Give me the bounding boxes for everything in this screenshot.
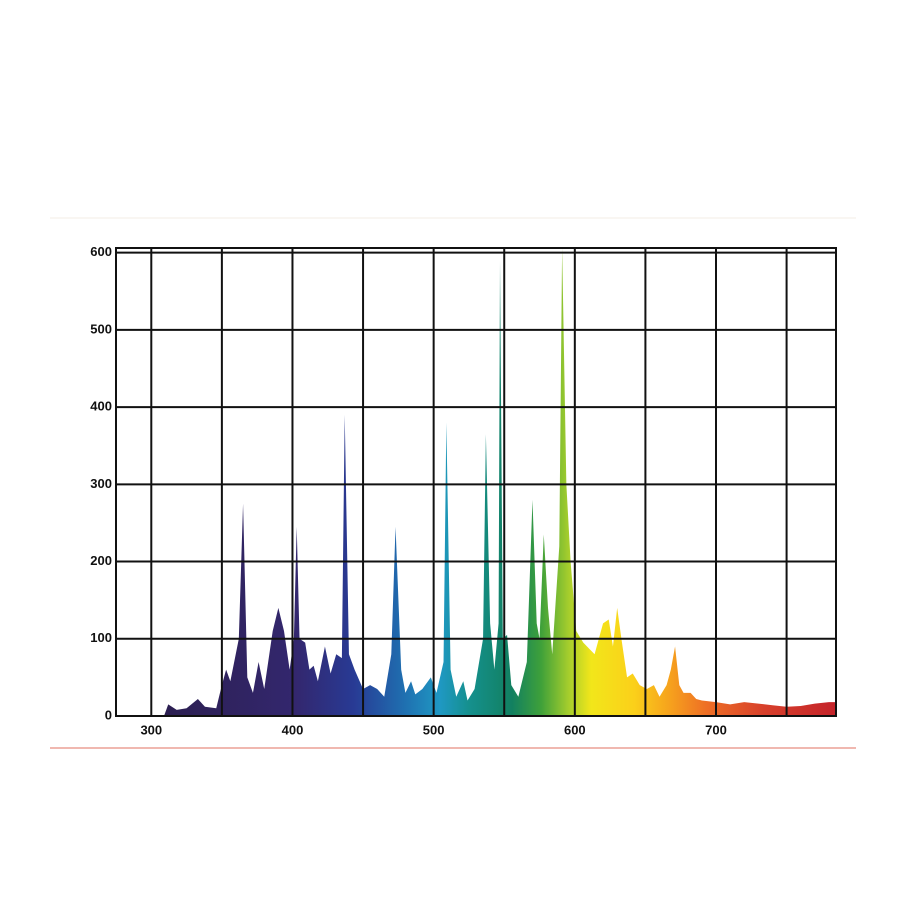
y-tick-label: 100 bbox=[90, 630, 112, 645]
x-tick-label: 300 bbox=[140, 722, 162, 737]
plot-frame bbox=[115, 247, 837, 717]
y-tick-label: 200 bbox=[90, 553, 112, 568]
y-tick-label: 500 bbox=[90, 321, 112, 336]
y-tick-label: 600 bbox=[90, 244, 112, 259]
y-tick-label: 400 bbox=[90, 399, 112, 414]
x-tick-label: 400 bbox=[282, 722, 304, 737]
y-tick-label: 0 bbox=[105, 707, 112, 722]
x-tick-label: 700 bbox=[705, 722, 727, 737]
x-tick-label: 500 bbox=[423, 722, 445, 737]
plot: 0 100 200 300 400 500 600 300 400 500 600 700 bbox=[90, 244, 837, 737]
x-tick-label: 600 bbox=[564, 722, 586, 737]
spectrum-area bbox=[164, 248, 836, 716]
y-tick-label: 300 bbox=[90, 476, 112, 491]
